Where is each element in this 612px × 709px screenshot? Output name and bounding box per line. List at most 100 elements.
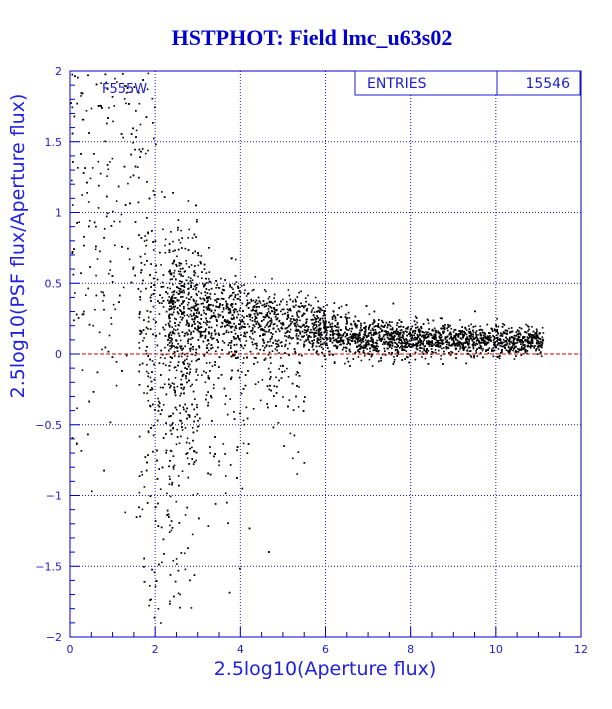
data-point bbox=[178, 442, 181, 445]
data-point bbox=[162, 306, 165, 308]
data-point bbox=[223, 333, 226, 335]
data-point bbox=[326, 332, 328, 334]
data-point bbox=[225, 331, 227, 334]
data-point bbox=[389, 325, 392, 327]
data-point bbox=[243, 357, 245, 359]
data-point bbox=[312, 328, 315, 330]
data-point bbox=[147, 372, 150, 375]
data-point bbox=[251, 289, 254, 292]
data-point bbox=[292, 457, 294, 460]
data-point bbox=[239, 299, 241, 302]
data-point bbox=[296, 323, 299, 326]
data-point bbox=[511, 347, 513, 349]
data-point bbox=[151, 97, 154, 100]
data-point bbox=[170, 334, 173, 336]
data-point bbox=[154, 409, 156, 411]
data-point bbox=[446, 336, 448, 339]
data-point bbox=[191, 427, 194, 429]
data-point bbox=[147, 375, 149, 378]
data-point bbox=[512, 349, 514, 352]
data-point bbox=[193, 574, 196, 576]
data-point bbox=[518, 340, 520, 342]
data-point bbox=[122, 286, 125, 289]
data-point bbox=[537, 343, 539, 345]
data-point bbox=[76, 443, 78, 445]
data-point bbox=[276, 340, 279, 343]
data-point bbox=[180, 318, 183, 321]
data-point bbox=[138, 370, 140, 373]
data-point bbox=[497, 336, 499, 339]
data-point bbox=[105, 81, 107, 84]
data-point bbox=[148, 604, 150, 607]
data-point bbox=[510, 331, 513, 333]
data-point bbox=[484, 344, 486, 346]
data-point bbox=[169, 449, 172, 452]
data-point bbox=[144, 235, 146, 237]
data-point bbox=[196, 404, 198, 406]
data-point bbox=[399, 336, 401, 338]
data-point bbox=[168, 282, 171, 284]
data-point bbox=[182, 296, 184, 298]
data-point bbox=[222, 333, 225, 335]
data-point bbox=[502, 331, 505, 333]
data-point bbox=[147, 232, 149, 235]
data-point bbox=[296, 371, 298, 373]
data-point bbox=[257, 314, 259, 316]
data-point bbox=[394, 346, 396, 348]
data-point bbox=[183, 307, 185, 310]
data-point bbox=[286, 367, 288, 370]
data-point bbox=[191, 383, 193, 386]
data-point bbox=[403, 332, 405, 335]
data-point bbox=[299, 339, 302, 341]
data-point bbox=[496, 318, 498, 320]
data-point bbox=[284, 345, 286, 348]
data-point bbox=[191, 323, 194, 326]
data-point bbox=[180, 275, 182, 277]
data-point bbox=[196, 283, 199, 286]
data-point bbox=[414, 315, 417, 318]
data-point bbox=[76, 102, 78, 105]
data-point bbox=[242, 347, 245, 350]
data-point bbox=[177, 475, 180, 477]
data-point bbox=[175, 329, 177, 332]
data-point bbox=[194, 272, 197, 274]
data-point bbox=[165, 323, 167, 326]
data-point bbox=[207, 375, 210, 377]
data-point bbox=[287, 289, 290, 291]
data-point bbox=[472, 346, 475, 349]
data-point bbox=[179, 593, 181, 596]
data-point bbox=[322, 306, 325, 308]
data-point bbox=[422, 342, 425, 345]
data-point bbox=[315, 332, 317, 334]
data-point bbox=[502, 332, 505, 335]
data-point bbox=[178, 239, 180, 241]
data-point bbox=[282, 324, 284, 326]
data-point bbox=[257, 326, 260, 329]
data-point bbox=[143, 337, 145, 339]
data-point bbox=[239, 323, 241, 326]
data-point bbox=[346, 334, 349, 336]
data-point bbox=[247, 323, 249, 325]
data-point bbox=[287, 376, 290, 378]
data-point bbox=[389, 343, 391, 346]
data-point bbox=[326, 326, 328, 329]
data-point bbox=[144, 152, 147, 155]
data-point bbox=[377, 345, 379, 348]
data-point bbox=[222, 308, 225, 311]
data-point bbox=[520, 354, 523, 357]
data-point bbox=[209, 336, 212, 339]
data-point bbox=[232, 355, 234, 357]
data-point bbox=[252, 299, 255, 302]
data-point bbox=[209, 452, 211, 454]
data-point bbox=[321, 309, 323, 312]
data-point bbox=[363, 354, 366, 357]
data-point bbox=[203, 298, 205, 300]
data-point bbox=[187, 338, 190, 340]
data-point bbox=[519, 348, 521, 351]
data-point bbox=[162, 228, 164, 231]
data-point bbox=[531, 326, 533, 328]
data-point bbox=[357, 320, 359, 322]
data-point bbox=[287, 325, 290, 328]
data-point bbox=[242, 362, 244, 364]
data-point bbox=[229, 398, 231, 400]
